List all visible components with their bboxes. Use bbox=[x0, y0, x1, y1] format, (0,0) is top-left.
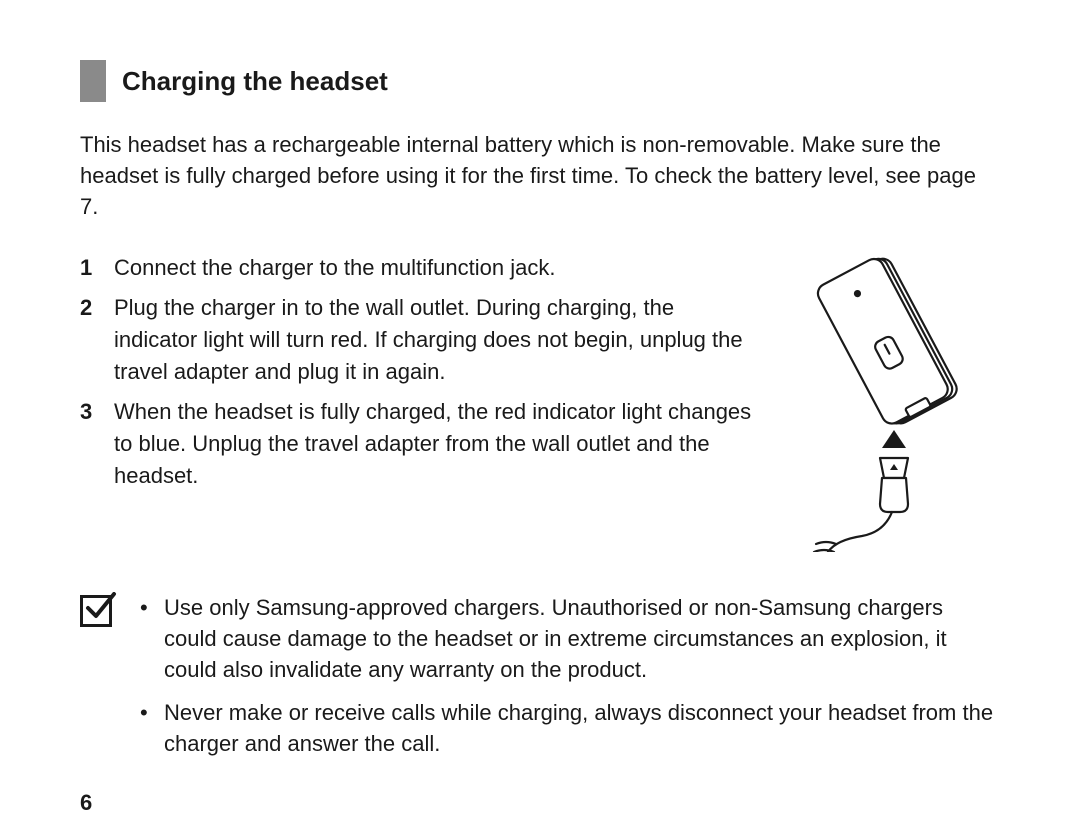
notes-section: • Use only Samsung-approved chargers. Un… bbox=[80, 593, 1000, 771]
heading-accent-bar bbox=[80, 60, 106, 102]
device-svg bbox=[780, 252, 1000, 552]
step-number: 3 bbox=[80, 396, 114, 492]
section-heading: Charging the headset bbox=[80, 60, 1000, 102]
note-text: Use only Samsung-approved chargers. Unau… bbox=[164, 593, 1000, 685]
heading-text: Charging the headset bbox=[122, 66, 388, 97]
step-number: 2 bbox=[80, 292, 114, 388]
step-text: Connect the charger to the multifunction… bbox=[114, 252, 770, 284]
manual-page: Charging the headset This headset has a … bbox=[0, 0, 1080, 840]
note-item: • Never make or receive calls while char… bbox=[140, 698, 1000, 760]
bullet-icon: • bbox=[140, 593, 164, 685]
page-number: 6 bbox=[80, 790, 92, 816]
note-text: Never make or receive calls while chargi… bbox=[164, 698, 1000, 760]
checkbox-icon bbox=[80, 595, 112, 627]
step-item: 1 Connect the charger to the multifuncti… bbox=[80, 252, 770, 284]
step-text: Plug the charger in to the wall outlet. … bbox=[114, 292, 770, 388]
steps-and-illustration: 1 Connect the charger to the multifuncti… bbox=[80, 252, 1000, 557]
steps-list: 1 Connect the charger to the multifuncti… bbox=[80, 252, 770, 499]
step-item: 3 When the headset is fully charged, the… bbox=[80, 396, 770, 492]
step-text: When the headset is fully charged, the r… bbox=[114, 396, 770, 492]
note-item: • Use only Samsung-approved chargers. Un… bbox=[140, 593, 1000, 685]
step-number: 1 bbox=[80, 252, 114, 284]
bullet-icon: • bbox=[140, 698, 164, 760]
intro-paragraph: This headset has a rechargeable internal… bbox=[80, 130, 1000, 222]
notes-list: • Use only Samsung-approved chargers. Un… bbox=[140, 593, 1000, 771]
charger-illustration bbox=[780, 252, 1000, 557]
step-item: 2 Plug the charger in to the wall outlet… bbox=[80, 292, 770, 388]
